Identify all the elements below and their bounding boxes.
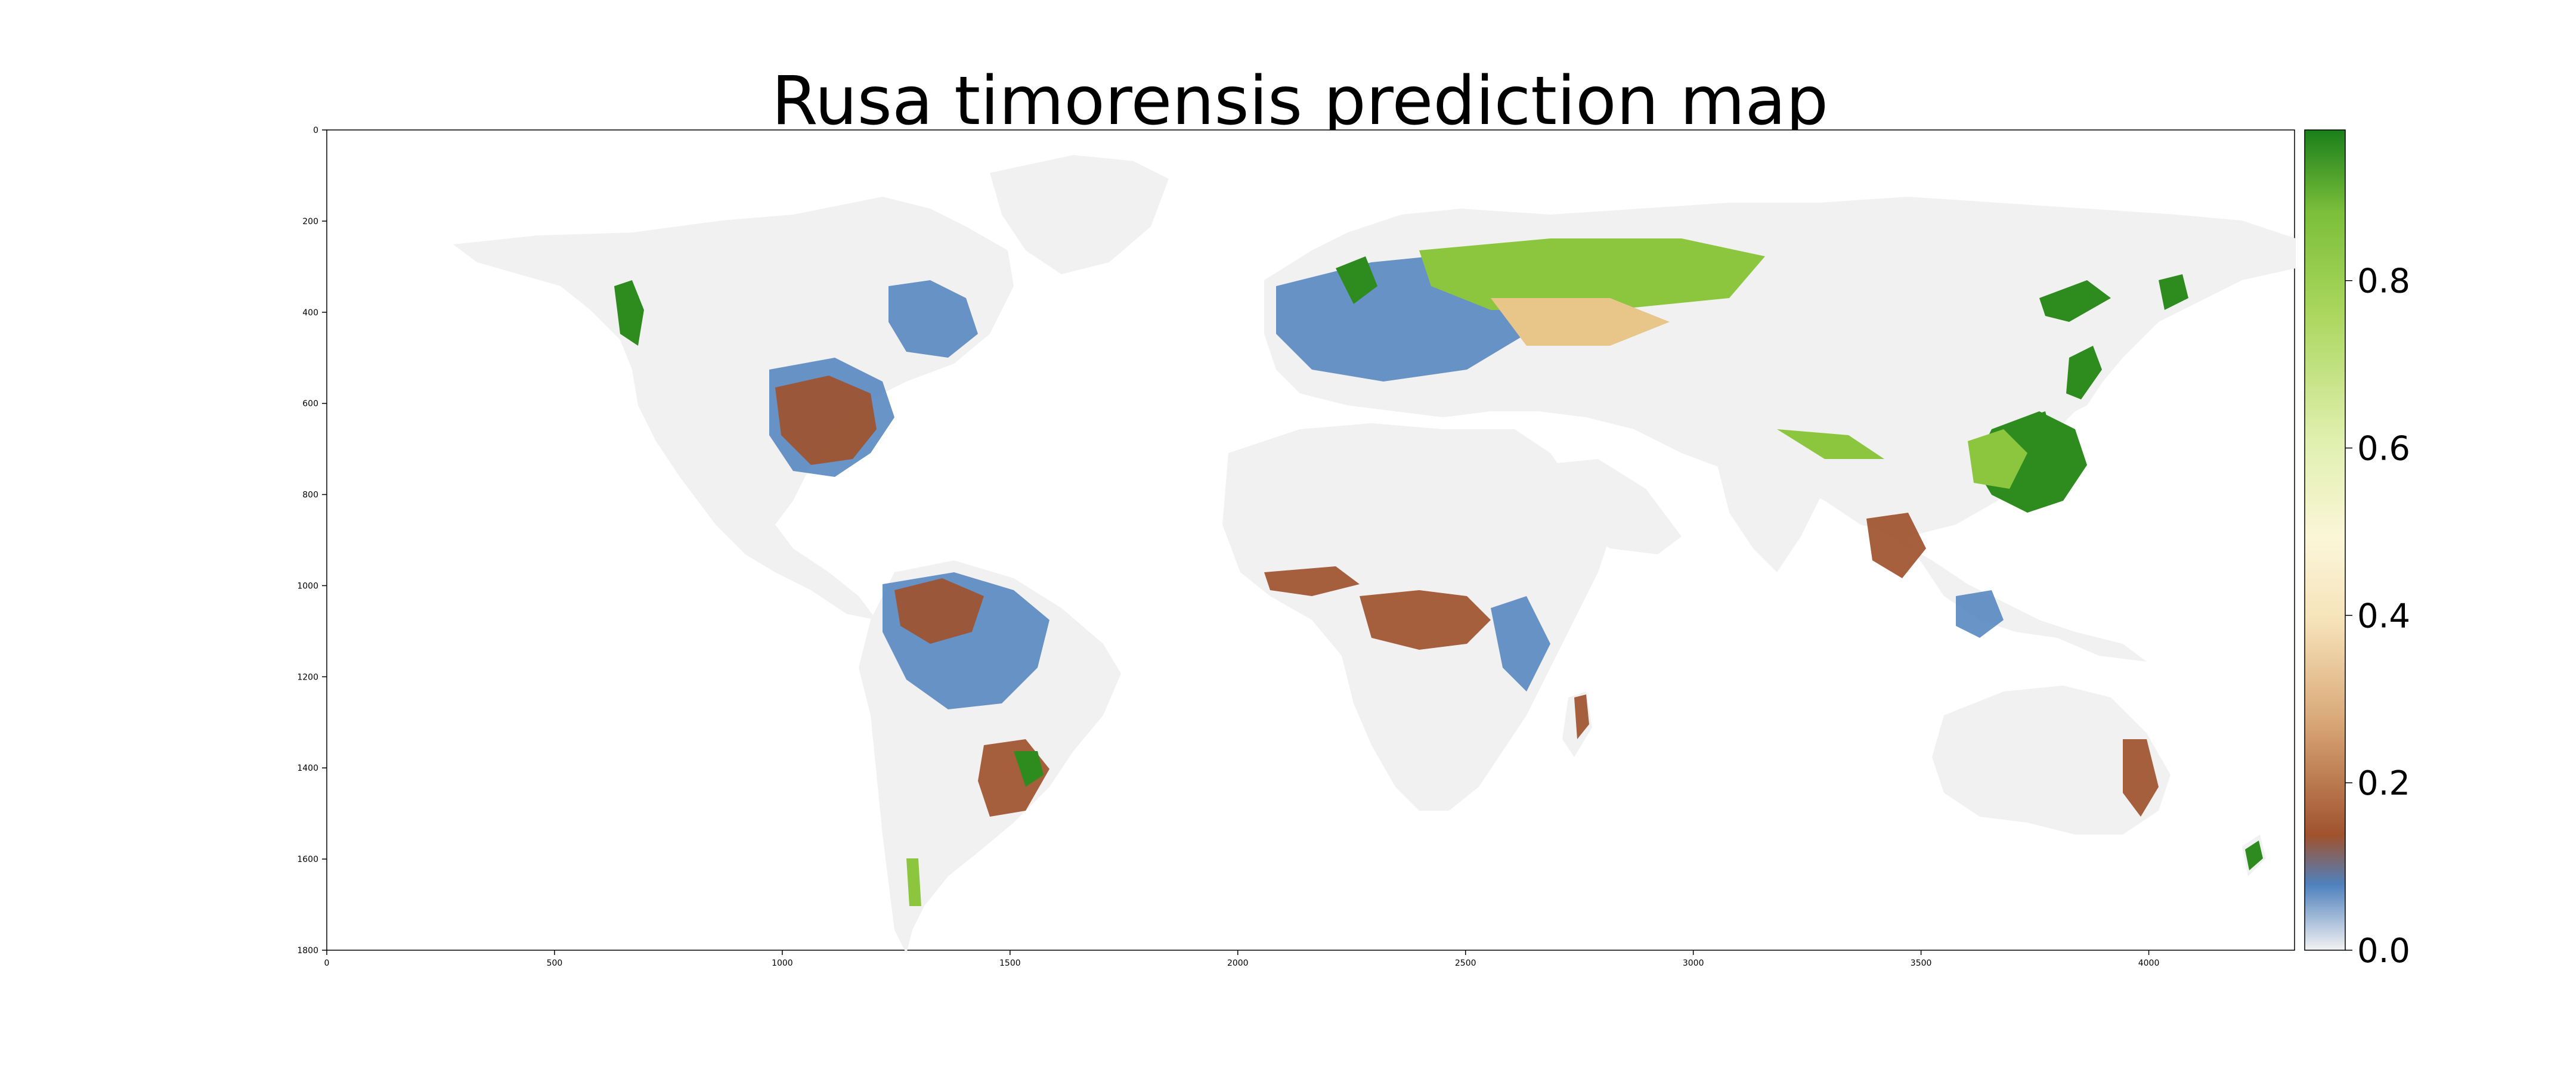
north-america-land (453, 197, 1014, 620)
y-tick-label: 0 (313, 126, 318, 135)
x-tick-label: 4000 (2138, 959, 2160, 968)
colorbar-gradient (2304, 129, 2346, 951)
prediction-central-africa (1360, 590, 1491, 650)
prediction-amazon-brown (894, 578, 984, 644)
colorbar-ticks: 0.0 0.2 0.4 0.6 0.8 (2345, 262, 2410, 970)
australia-land (1932, 686, 2171, 835)
colorbar-tick-label: 0.6 (2357, 430, 2410, 469)
x-tick-label: 0 (324, 959, 330, 968)
prediction-eastern-us-brown (775, 376, 877, 465)
x-tick-label: 500 (547, 959, 563, 968)
prediction-borneo (1956, 590, 2004, 638)
colorbar-tick-label: 0.8 (2357, 262, 2410, 301)
x-axis: 0 500 1000 1500 2000 2500 3000 3500 4000 (324, 950, 2160, 968)
prediction-madagascar (1574, 694, 1589, 739)
x-tick-label: 2500 (1455, 959, 1476, 968)
prediction-southern-brazil-green (1014, 751, 1044, 787)
y-tick-label: 1200 (297, 672, 318, 682)
y-tick-label: 1600 (297, 855, 318, 864)
y-tick-label: 800 (302, 491, 318, 500)
prediction-east-africa (1491, 596, 1550, 691)
chart-title: Rusa timorensis prediction map (772, 63, 1828, 140)
x-tick-label: 1500 (999, 959, 1021, 968)
colorbar: 0.0 0.2 0.4 0.6 0.8 (2304, 129, 2410, 970)
prediction-west-africa (1264, 566, 1360, 596)
prediction-scandinavia (1336, 256, 1377, 304)
prediction-russia-lightgreen (1419, 238, 1765, 310)
prediction-pacific-nw (614, 280, 644, 346)
y-tick-label: 1400 (297, 764, 318, 773)
y-tick-label: 1000 (297, 581, 318, 591)
prediction-overlay (614, 238, 2263, 906)
prediction-new-zealand (2245, 841, 2263, 870)
prediction-siberia-coast (2039, 280, 2111, 322)
x-tick-label: 1000 (772, 959, 793, 968)
y-tick-label: 1800 (297, 946, 318, 956)
prediction-himalaya (1777, 429, 1884, 459)
x-tick-label: 3000 (1683, 959, 1704, 968)
x-tick-label: 3500 (1911, 959, 1932, 968)
greenland-land (990, 155, 1169, 274)
prediction-china-lightgreen (1968, 429, 2027, 489)
y-axis: 0 200 400 600 800 1000 1200 1400 1600 1800 (297, 126, 327, 956)
y-tick-label: 200 (302, 217, 318, 227)
prediction-kamchatka (2159, 274, 2188, 310)
prediction-chile (906, 858, 921, 906)
prediction-great-lakes (888, 280, 978, 358)
y-tick-label: 600 (302, 399, 318, 409)
colorbar-tick-label: 0.4 (2357, 597, 2410, 635)
prediction-russia-tan (1491, 298, 1670, 346)
prediction-australia-east (2123, 739, 2159, 817)
india-land (1717, 465, 1825, 572)
colorbar-tick-label: 0.0 (2357, 932, 2410, 970)
prediction-japan (2066, 346, 2102, 399)
x-tick-label: 2000 (1227, 959, 1249, 968)
colorbar-tick-label: 0.2 (2357, 764, 2410, 803)
map-plot-area: 0 500 1000 1500 2000 2500 3000 3500 4000 0 200 400… (297, 126, 2296, 968)
arabia-land (1538, 459, 1682, 554)
y-tick-label: 400 (302, 308, 318, 318)
prediction-indochina (1866, 513, 1926, 578)
prediction-korea-japan-south (2027, 411, 2051, 441)
